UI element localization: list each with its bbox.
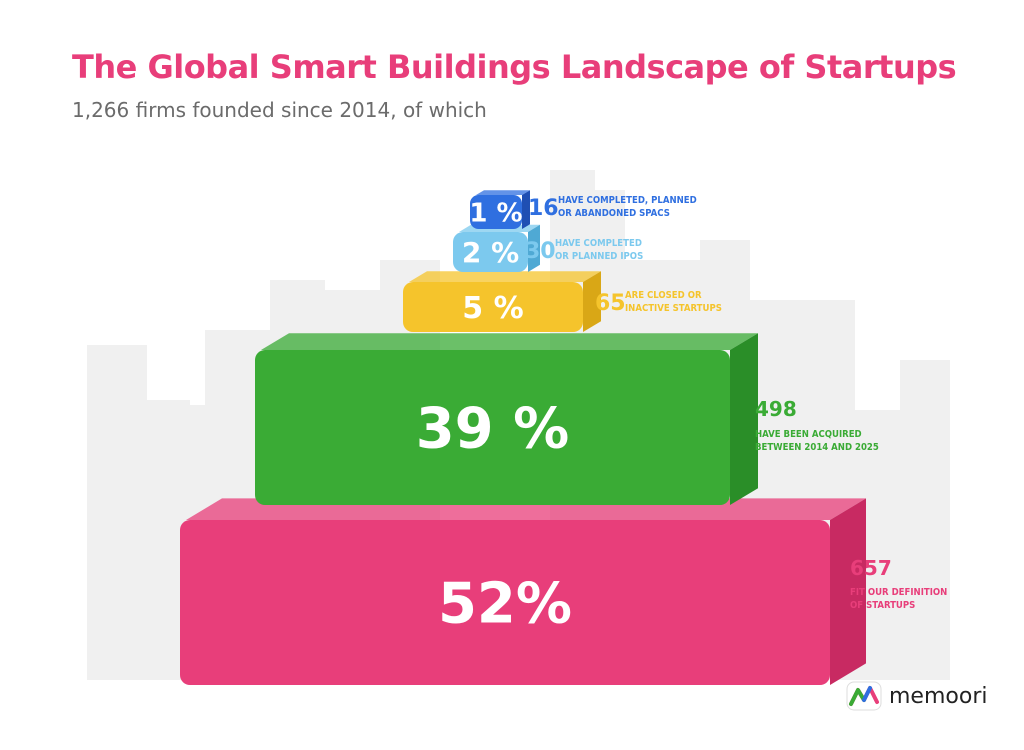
tier-count-label: 498 [755,397,797,421]
tier-description-line: INACTIVE STARTUPS [625,303,722,314]
memoori-logo-icon [846,681,882,711]
tier-description-line: FIT OUR DEFINITION [850,587,947,598]
tier-side-face [730,333,758,505]
tier-top-face [476,190,530,195]
logo-text: memoori [889,683,988,709]
page-title: The Global Smart Buildings Landscape of … [72,48,957,86]
tier-description-line: OR ABANDONED SPACS [558,208,670,219]
page-subtitle: 1,266 firms founded since 2014, of which [72,98,487,122]
tier-front-face [180,520,830,685]
tier-side-face [522,190,530,229]
tier-65: 5 % 65 ARE CLOSED OR INACTIVE STARTUPS [403,271,722,332]
tier-count-label: 16 [528,196,559,221]
tier-front-face [255,350,730,505]
tier-percent-label: 39 % [416,397,570,462]
tier-percent-label: 5 % [462,291,523,326]
tier-side-face [583,271,601,332]
tier-description-line: HAVE BEEN ACQUIRED [755,429,862,440]
tier-description-line: ARE CLOSED OR [625,290,702,301]
tier-top-face [261,333,758,350]
tier-side-face [830,498,866,685]
tier-front-face [470,195,522,229]
tier-description-line: OF STARTUPS [850,600,915,611]
tier-front-face [453,232,528,272]
tier-percent-label: 2 % [462,236,519,269]
tier-side-face [528,224,540,272]
tier-description-line: HAVE COMPLETED, PLANNED [558,195,697,206]
tier-16: 1 % 16 HAVE COMPLETED, PLANNED OR ABANDONED… [469,190,697,229]
tier-498: 39 % 498 HAVE BEEN ACQUIRED BETWEEN 2014 AN… [255,333,879,505]
tier-count-label: 30 [525,239,556,264]
tier-count-label: 65 [595,291,626,316]
tier-top-face [409,271,601,282]
tier-front-face [403,282,583,332]
tier-description-line: OR PLANNED IPOS [555,251,643,262]
memoori-logo: memoori [845,680,987,712]
tier-description-line: BETWEEN 2014 AND 2025 [755,442,879,453]
tier-description-line: HAVE COMPLETED [555,238,642,249]
tier-percent-label: 52% [438,572,572,637]
tier-count-label: 657 [850,556,892,580]
tier-657: 52% 657 FIT OUR DEFINITION OF STARTUPS [180,498,947,685]
tier-percent-label: 1 % [469,198,522,228]
